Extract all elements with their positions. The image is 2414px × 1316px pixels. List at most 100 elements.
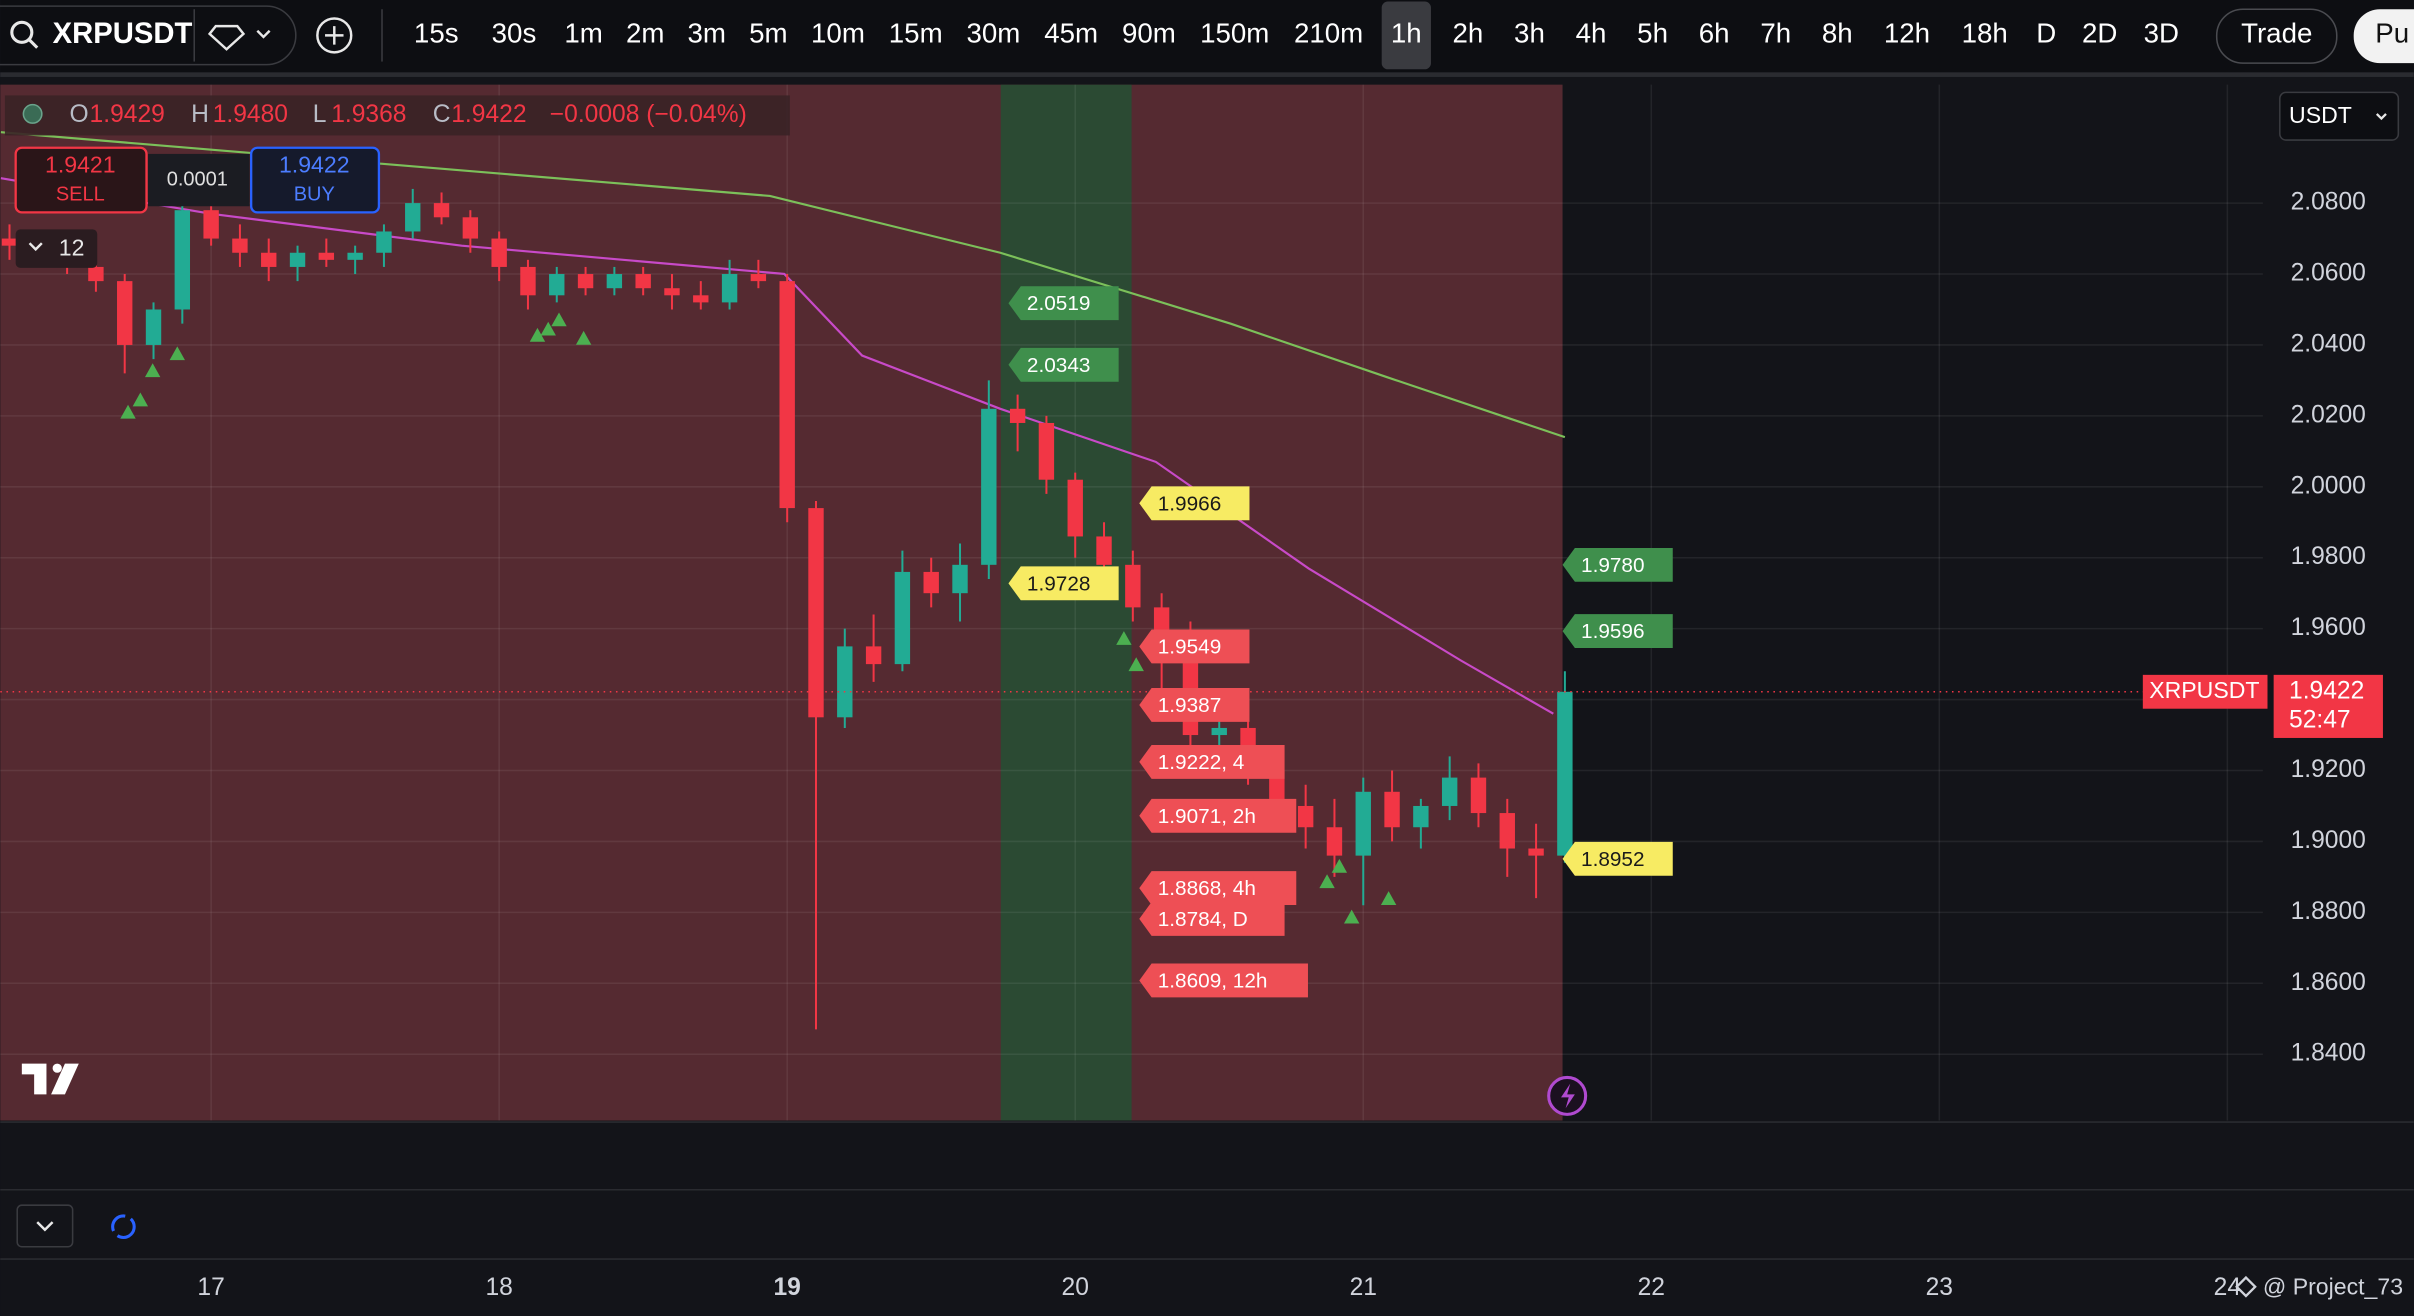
candle-body xyxy=(721,274,738,303)
collapse-button[interactable] xyxy=(16,1204,74,1248)
indicators-count[interactable]: 12 xyxy=(59,234,85,260)
candle-body xyxy=(261,252,277,267)
candle-body xyxy=(433,203,450,218)
interval-active-bg xyxy=(1381,1,1431,70)
symbol[interactable]: XRPUSDT xyxy=(53,18,193,50)
buy-button[interactable] xyxy=(250,146,381,214)
publish-button[interactable] xyxy=(2353,9,2414,64)
interval[interactable]: 2D xyxy=(2082,18,2117,49)
interval[interactable]: 4h xyxy=(1576,18,1607,49)
candle-body xyxy=(577,274,594,289)
interval[interactable]: 1m xyxy=(564,18,602,49)
add-icon[interactable] xyxy=(316,17,353,54)
currency-select[interactable] xyxy=(2279,91,2400,141)
toolbar xyxy=(0,0,2414,73)
interval[interactable]: 45m xyxy=(1044,18,1098,49)
interval[interactable]: 3m xyxy=(688,18,726,49)
buy-price[interactable]: 1.9422 xyxy=(279,151,350,177)
alert-label-bg xyxy=(1139,871,1297,906)
candle-body xyxy=(606,274,623,289)
candle-body xyxy=(1096,536,1112,565)
candle-body xyxy=(318,252,335,260)
x-tick-label: 23 xyxy=(1926,1274,1953,1301)
interval[interactable]: 30s xyxy=(492,18,537,49)
candle-body xyxy=(837,646,853,718)
interval[interactable]: 2h xyxy=(1452,18,1483,49)
moving-average xyxy=(0,177,1554,715)
interval[interactable]: 15m xyxy=(889,18,943,49)
indicators-toggle[interactable] xyxy=(15,229,98,268)
interval[interactable]: 10m xyxy=(811,18,865,49)
candle-body xyxy=(779,281,795,509)
candle-body xyxy=(1326,827,1343,856)
interval[interactable]: 15s xyxy=(414,18,459,49)
candle-body xyxy=(174,210,191,310)
alert-label-bg xyxy=(1139,744,1285,779)
candle-body xyxy=(981,408,997,565)
x-tick-label: 17 xyxy=(197,1274,224,1301)
alert-label: 1.8868, 4h xyxy=(1158,877,1256,900)
candle-body xyxy=(693,295,709,303)
alert-label: 1.8609, 12h xyxy=(1158,969,1268,992)
candle-body xyxy=(232,238,248,253)
interval[interactable]: 210m xyxy=(1294,18,1363,49)
alert-label: 1.9222, 4 xyxy=(1158,751,1245,774)
alert-label-bg xyxy=(1008,347,1119,382)
refresh-icon[interactable] xyxy=(111,1214,136,1240)
interval[interactable]: 6h xyxy=(1699,18,1730,49)
sell-label[interactable]: SELL xyxy=(56,184,105,206)
legend: O 1.9429 H 1.9480 L 1.9368 C 1.9422 −0.0008 (−0.… xyxy=(70,101,747,128)
tradingview-logo xyxy=(21,1063,79,1095)
trade-button[interactable] xyxy=(2215,8,2338,64)
interval[interactable]: 5m xyxy=(749,18,787,49)
candle-body xyxy=(462,217,479,239)
y-tick-label: 2.0600 xyxy=(2291,260,2366,287)
tradingview-logo-dot xyxy=(52,1063,62,1073)
alert-label-bg xyxy=(1139,629,1250,664)
candle-body xyxy=(1211,727,1227,736)
buy-label[interactable]: BUY xyxy=(294,184,335,206)
y-tick-label: 1.9800 xyxy=(2291,543,2366,570)
interval[interactable]: 2m xyxy=(626,18,664,49)
trade-label[interactable]: Trade xyxy=(2241,18,2312,49)
interval[interactable]: 30m xyxy=(967,18,1021,49)
interval[interactable]: D xyxy=(2036,18,2056,49)
interval[interactable]: 3D xyxy=(2144,18,2179,49)
interval[interactable]: 90m xyxy=(1122,18,1176,49)
interval[interactable]: 150m xyxy=(1200,18,1269,49)
publish-label[interactable]: Pu xyxy=(2375,18,2409,49)
interval[interactable]: 3h xyxy=(1514,18,1545,49)
alert-label-bg xyxy=(1139,901,1285,936)
sell-button[interactable] xyxy=(14,146,148,214)
x-tick-label: 21 xyxy=(1350,1274,1377,1301)
y-tick-label: 1.9000 xyxy=(2291,827,2366,854)
candle-body xyxy=(1470,777,1487,814)
toolbar-border xyxy=(0,72,2414,77)
sell-price[interactable]: 1.9421 xyxy=(45,151,116,177)
legend-key: O xyxy=(70,101,89,128)
interval[interactable]: 7h xyxy=(1760,18,1791,49)
interval[interactable]: 12h xyxy=(1884,18,1930,49)
search-icon[interactable] xyxy=(10,20,34,44)
interval[interactable]: 5h xyxy=(1637,18,1668,49)
candle-body xyxy=(865,646,882,665)
search-icon-handle xyxy=(28,38,39,49)
interval[interactable]: 1h xyxy=(1391,18,1422,49)
interval[interactable]: 8h xyxy=(1822,18,1853,49)
legend-box xyxy=(4,95,790,136)
candle-body xyxy=(1125,564,1141,608)
alert-label: 2.0519 xyxy=(1027,292,1091,315)
symbol-box[interactable] xyxy=(0,5,297,66)
interval[interactable]: 18h xyxy=(1962,18,2008,49)
candle-body xyxy=(664,288,680,296)
alert-label: 1.9071, 2h xyxy=(1158,805,1256,828)
y-tick-label: 2.0800 xyxy=(2291,189,2366,216)
x-tick-label: 20 xyxy=(1062,1274,1089,1301)
candle-body xyxy=(1499,813,1515,849)
candle-body xyxy=(1528,848,1544,856)
candle-body xyxy=(347,252,363,260)
currency[interactable]: USDT xyxy=(2289,102,2352,128)
candle-body xyxy=(1557,691,1573,856)
gem-icon[interactable] xyxy=(207,24,246,51)
